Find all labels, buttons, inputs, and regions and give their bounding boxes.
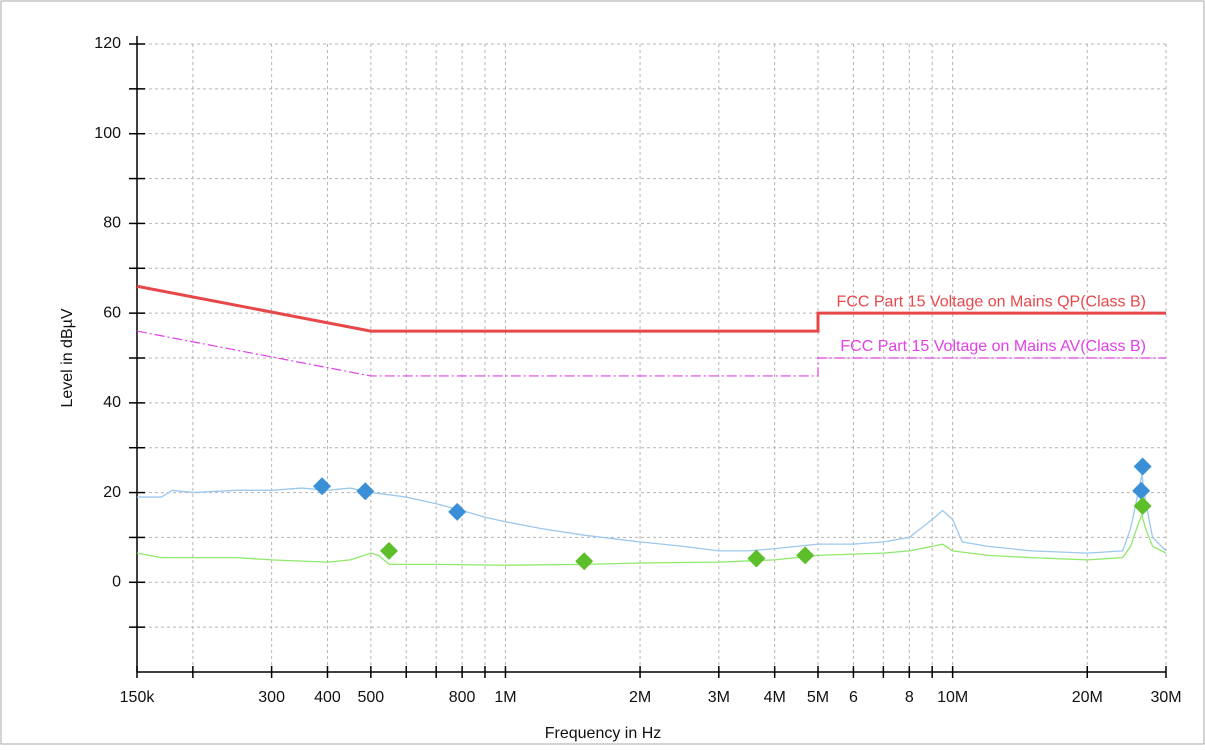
x-tick-label: 2M [629,689,651,706]
marker [448,502,467,521]
marker [356,482,375,501]
marker [313,477,332,496]
y-tick-label: 60 [103,304,121,321]
series-label: FCC Part 15 Voltage on Mains AV(Class B) [840,338,1146,355]
series-line [136,512,1167,566]
x-tick-label: 800 [449,689,476,706]
x-tick-label: 300 [258,689,285,706]
marker [1133,457,1152,476]
y-axis-label: Level in dBµV [59,308,76,407]
marker [575,552,594,571]
x-tick-label: 8 [905,689,914,706]
x-axis-label: Frequency in Hz [545,725,662,742]
x-tick-label: 30M [1150,689,1181,706]
series-line [136,284,1166,333]
y-tick-label: 40 [103,394,121,411]
marker [747,549,766,568]
x-tick-label: 500 [357,689,384,706]
marker [1132,481,1151,500]
x-tick-label: 4M [764,689,786,706]
x-tick-label: 6 [849,689,858,706]
y-tick-label: 120 [94,35,121,52]
y-tick-label: 20 [103,484,121,501]
marker [379,541,398,560]
x-tick-label: 20M [1072,689,1103,706]
series-label: FCC Part 15 Voltage on Mains QP(Class B) [837,293,1146,310]
series-line [136,330,1166,377]
x-tick-label: 1M [494,689,516,706]
marker [796,546,815,565]
x-tick-label: 10M [937,689,968,706]
x-tick-label: 3M [708,689,730,706]
y-tick-label: 80 [103,215,121,232]
marker [1133,497,1152,516]
x-tick-label: 150k [120,689,156,706]
x-tick-label: 400 [314,689,341,706]
y-tick-label: 100 [94,125,121,142]
y-tick-label: 0 [112,574,121,591]
x-tick-label: 5M [807,689,829,706]
